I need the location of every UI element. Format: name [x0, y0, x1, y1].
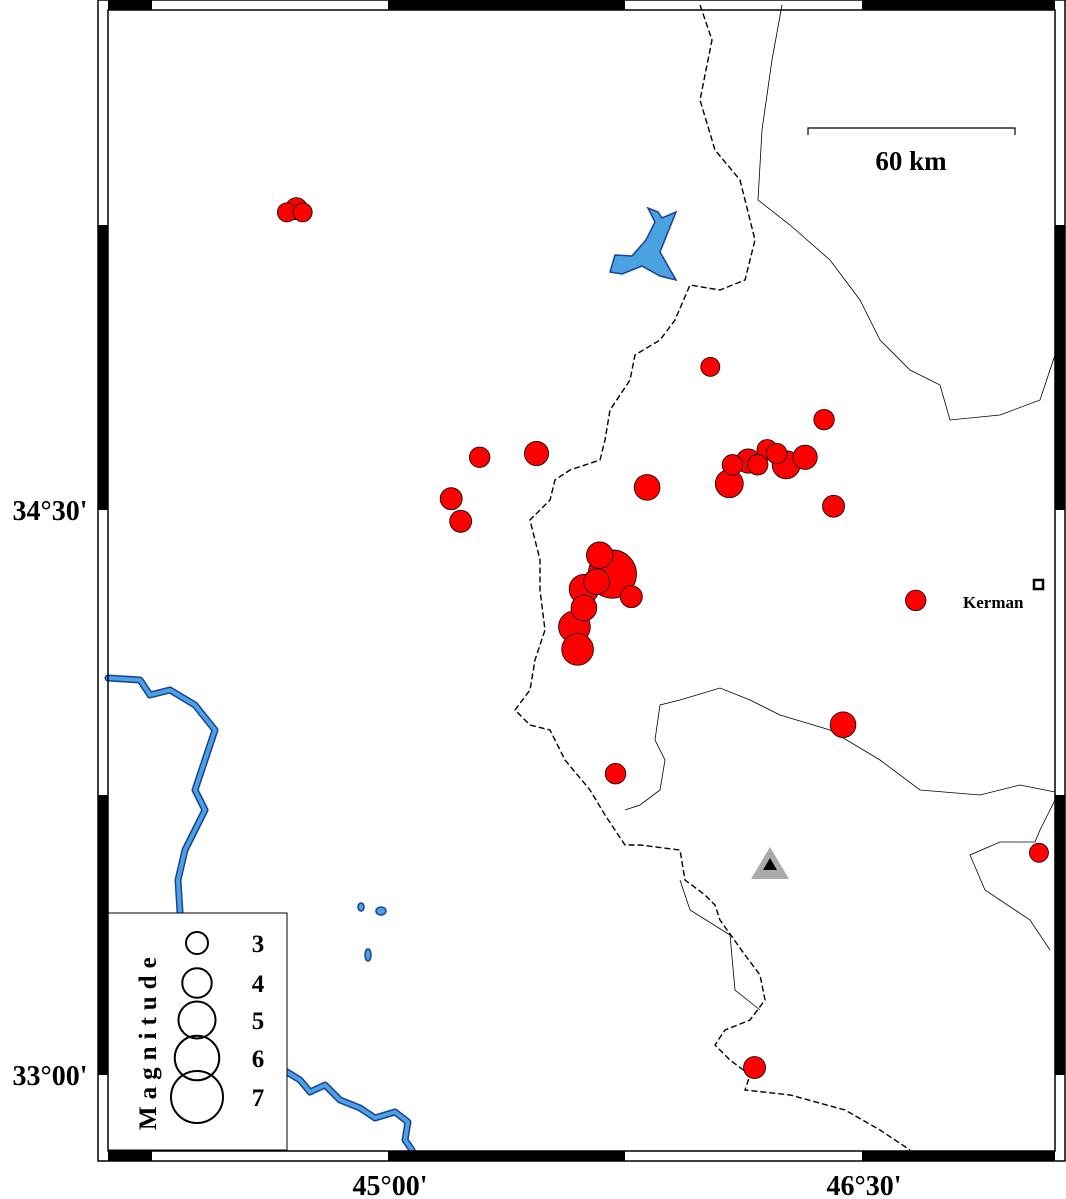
lake-north — [609, 206, 678, 282]
lakes — [357, 206, 678, 962]
earthquake-event[interactable] — [822, 494, 845, 518]
y-tick-label: 33°00' — [13, 1061, 88, 1092]
earthquake-event[interactable] — [633, 474, 661, 501]
square-marker-icon — [1032, 578, 1045, 591]
earthquake-event[interactable] — [829, 711, 857, 738]
legend-label: 6 — [252, 1046, 265, 1073]
legend-circle-icon — [185, 931, 209, 955]
earthquake-event[interactable] — [743, 1056, 766, 1079]
river-south-fill — [285, 1070, 414, 1152]
earthquake-event[interactable] — [1029, 842, 1049, 863]
legend-circle-icon — [170, 1070, 224, 1124]
legend-label: 3 — [252, 931, 265, 958]
legend-title: Magnitude — [135, 950, 162, 1130]
earthquake-event[interactable] — [586, 541, 614, 569]
legend-label: 7 — [252, 1085, 265, 1112]
rivers — [104, 674, 416, 1154]
earthquake-event[interactable] — [292, 202, 313, 223]
legend-circle-icon — [181, 967, 213, 999]
legend-label: 4 — [252, 971, 265, 998]
earthquake-event[interactable] — [905, 589, 927, 612]
scale-bar: 60 km — [807, 127, 1016, 176]
x-tick-label: 45°00' — [353, 1171, 428, 1199]
city-kerman[interactable]: Kerman — [963, 578, 1045, 612]
earthquake-event[interactable] — [813, 408, 835, 431]
river-west-fill — [106, 676, 217, 914]
earthquake-event[interactable] — [619, 585, 643, 609]
earthquake-event[interactable] — [523, 440, 550, 467]
earthquake-event[interactable] — [468, 446, 491, 468]
y-tick-label: 34°30' — [13, 496, 88, 527]
earthquake-event[interactable] — [766, 442, 788, 465]
earthquake-event[interactable] — [700, 356, 721, 377]
earthquake-event[interactable] — [721, 454, 744, 476]
seismic-station[interactable] — [751, 847, 789, 879]
earthquake-event[interactable] — [439, 487, 463, 511]
earthquake-events — [276, 197, 1049, 1079]
earthquake-event[interactable] — [792, 444, 818, 470]
earthquake-event[interactable] — [604, 763, 627, 785]
pond — [357, 902, 365, 912]
earthquake-event[interactable] — [570, 594, 598, 622]
earthquake-event[interactable] — [449, 509, 473, 533]
legend-circle-icon — [173, 1034, 221, 1082]
earthquake-event[interactable] — [561, 633, 594, 666]
x-tick-label: 46°30' — [827, 1171, 902, 1199]
earthquake-event[interactable] — [583, 568, 610, 595]
pond — [375, 906, 387, 916]
international-border — [514, 4, 911, 1151]
magnitude-legend: Magnitude 3 4 5 6 7 — [107, 912, 288, 1151]
scale-bar-label: 60 km — [875, 146, 947, 176]
earthquake-event[interactable] — [747, 454, 769, 476]
map-frame — [97, 0, 1066, 1162]
city-label: Kerman — [963, 593, 1024, 612]
legend-label: 5 — [252, 1008, 265, 1035]
triangle-station-inner-icon — [763, 858, 777, 870]
pond — [364, 948, 372, 962]
legend-circle-icon — [177, 1000, 217, 1040]
